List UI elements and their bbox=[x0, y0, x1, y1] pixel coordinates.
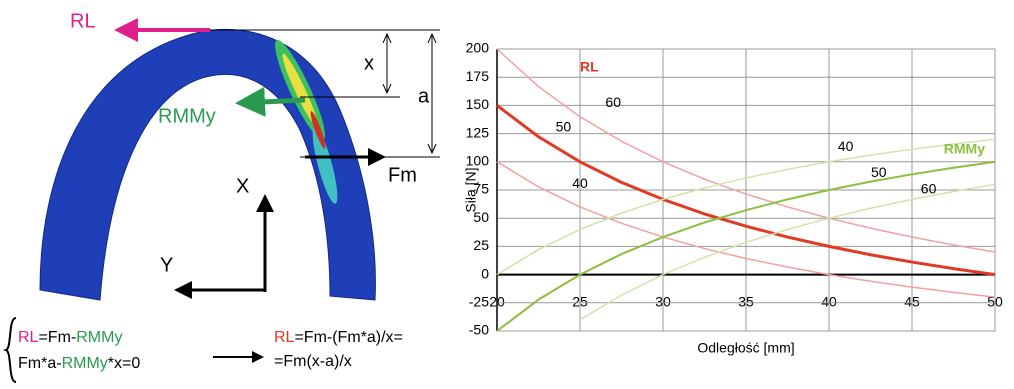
series-label: 40 bbox=[572, 175, 588, 191]
y-tick-label: -50 bbox=[469, 322, 489, 338]
eq-term: RL bbox=[18, 329, 39, 346]
eq-term: RL bbox=[274, 329, 295, 346]
y-tick-label: -25 bbox=[469, 294, 489, 310]
rmmy-arrow bbox=[240, 100, 305, 103]
result: =Fm(x-a)/x bbox=[274, 353, 352, 370]
x-axis-title: Odległość [mm] bbox=[697, 340, 794, 356]
x-tick-label: 40 bbox=[821, 294, 837, 310]
x-tick-label: 35 bbox=[738, 294, 754, 310]
x-tick-label: 30 bbox=[655, 294, 671, 310]
y-axis-title: Siła [N] bbox=[463, 167, 479, 212]
series-label: 40 bbox=[838, 138, 854, 154]
y-tick-label: 25 bbox=[473, 237, 489, 253]
eq-term: *x=0 bbox=[108, 355, 141, 372]
series-label: 60 bbox=[605, 94, 621, 110]
axis-y-label: Y bbox=[160, 254, 173, 276]
eq-term: Fm*a- bbox=[18, 355, 62, 372]
y-tick-label: 150 bbox=[466, 96, 490, 112]
y-tick-label: 100 bbox=[466, 153, 490, 169]
eq-term: =Fm- bbox=[38, 329, 76, 346]
equation: Fm*a-RMMy*x=0 bbox=[18, 355, 140, 372]
y-tick-label: 175 bbox=[466, 68, 490, 84]
series-label: 50 bbox=[871, 164, 887, 180]
eq-term: RMMy bbox=[76, 329, 122, 346]
fm-label: Fm bbox=[388, 164, 417, 186]
annotation: RL bbox=[580, 59, 599, 75]
x-dim-label: x bbox=[364, 52, 374, 74]
diagram: RL RMMy Fm x a X Y RL=Fm-RMMy Fm*a-RMMy*… bbox=[6, 10, 440, 382]
series-label: 60 bbox=[921, 181, 937, 197]
eq-term: RMMy bbox=[62, 355, 108, 372]
x-tick-label: 25 bbox=[572, 294, 588, 310]
equation: RL=Fm-RMMy bbox=[18, 329, 122, 346]
result: RL=Fm-(Fm*a)/x= bbox=[274, 329, 403, 346]
y-tick-label: 125 bbox=[466, 124, 490, 140]
eq-term: =Fm-(Fm*a)/x= bbox=[294, 329, 402, 346]
x-tick-label: 45 bbox=[904, 294, 920, 310]
brace bbox=[6, 318, 16, 382]
axis-x-label: X bbox=[236, 175, 249, 197]
y-tick-label: 0 bbox=[481, 265, 489, 281]
y-tick-label: 200 bbox=[466, 40, 490, 56]
annotation: RMMy bbox=[944, 141, 985, 157]
a-dim-label: a bbox=[418, 85, 430, 107]
rl-label: RL bbox=[70, 10, 96, 32]
series-label: 50 bbox=[556, 119, 572, 135]
rmmy-label: RMMy bbox=[158, 105, 216, 127]
series-line bbox=[580, 184, 995, 319]
figure: RL RMMy Fm x a X Y RL=Fm-RMMy Fm*a-RMMy*… bbox=[0, 0, 1014, 389]
